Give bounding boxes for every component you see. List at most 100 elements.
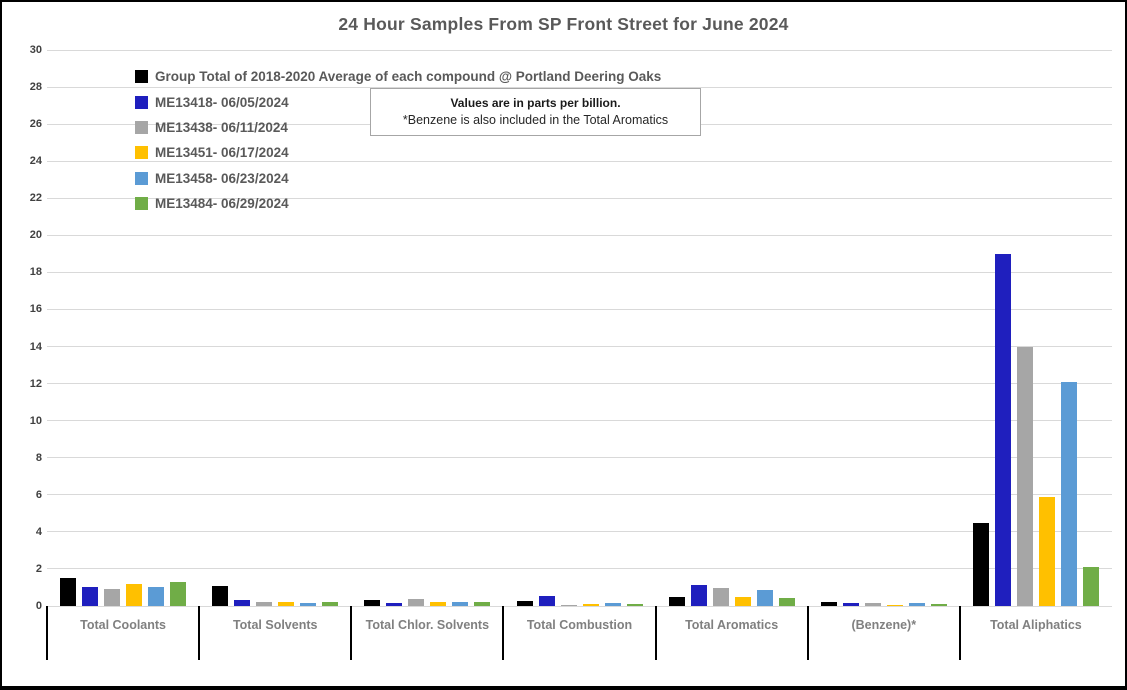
bar [734, 597, 751, 606]
bar [778, 598, 795, 606]
category-separator-tick [198, 606, 201, 660]
y-axis-tick-label: 20 [29, 229, 42, 242]
bar [668, 597, 685, 606]
gridline [47, 531, 1112, 533]
y-axis-tick-label: 30 [29, 44, 42, 56]
x-axis-category-label: Total Aromatics [685, 618, 779, 632]
legend-label: ME13438- 06/11/2024 [155, 119, 288, 135]
note-line2: *Benzene is also included in the Total A… [402, 113, 669, 127]
legend-swatch-icon [135, 70, 148, 84]
category-separator-tick [806, 606, 809, 660]
legend-swatch-icon [135, 171, 148, 185]
bar [994, 254, 1011, 606]
x-axis-category-label: Total Combustion [526, 618, 633, 632]
legend-item: Group Total of 2018-2020 Average of each… [135, 64, 661, 89]
gridline [47, 197, 1112, 199]
legend-label: ME13458- 06/23/2024 [155, 170, 289, 186]
bar [516, 601, 533, 606]
x-axis-category-label: Total Chlor. Solvents [365, 618, 490, 632]
bar [626, 604, 643, 606]
legend-item: ME13458- 06/23/2024 [135, 166, 661, 191]
x-axis-category-label: Total Aliphatics [990, 618, 1082, 632]
legend-label: Group Total of 2018-2020 Average of each… [155, 69, 662, 85]
bar [386, 603, 403, 606]
gridline [47, 160, 1112, 162]
bar [212, 586, 229, 606]
gridline [47, 457, 1112, 459]
y-axis-tick-label: 6 [35, 488, 42, 501]
bar [820, 602, 837, 606]
bar [408, 599, 425, 606]
legend-item: ME13451- 06/17/2024 [135, 140, 661, 165]
bar [322, 602, 339, 606]
bar [1060, 382, 1077, 606]
x-axis-category-label: Total Solvents [232, 618, 318, 632]
gridline [47, 605, 1112, 607]
bar [712, 588, 729, 606]
legend-label: ME13418- 06/05/2024 [155, 94, 289, 110]
gridline [47, 86, 1112, 88]
y-axis-tick-label: 0 [35, 600, 42, 612]
bar [690, 585, 707, 606]
gridline [47, 49, 1112, 51]
y-axis-tick-label: 22 [29, 192, 42, 205]
gridline [47, 234, 1112, 236]
bar [300, 603, 317, 606]
x-axis-category-label: Total Coolants [80, 618, 167, 632]
y-axis-tick-label: 26 [29, 118, 42, 131]
bar [148, 587, 165, 606]
y-axis-tick-label: 18 [29, 266, 42, 279]
bar [278, 602, 295, 606]
bar [756, 590, 773, 606]
y-axis-tick-label: 16 [29, 303, 42, 316]
gridline [47, 271, 1112, 273]
bar [104, 589, 121, 606]
bar [582, 604, 599, 606]
legend-item: ME13418- 06/05/2024 [135, 89, 661, 114]
legend-label: ME13484- 06/29/2024 [155, 196, 289, 212]
y-axis-tick-label: 4 [35, 525, 42, 538]
bar [842, 603, 859, 606]
gridline [47, 383, 1112, 385]
bar [908, 603, 925, 606]
x-axis-category-label: (Benzene)* [851, 618, 917, 632]
bar [1082, 567, 1099, 606]
bar [930, 604, 947, 606]
gridline [47, 346, 1112, 348]
gridline [47, 308, 1112, 310]
gridline [47, 420, 1112, 422]
bar [170, 582, 187, 606]
bar [604, 603, 621, 606]
bar [538, 596, 555, 606]
bar [1038, 497, 1055, 606]
category-separator-tick [958, 606, 961, 660]
bar [972, 523, 989, 606]
bar [864, 603, 881, 606]
bar [126, 584, 143, 606]
bar [560, 605, 577, 606]
category-separator-tick [502, 606, 505, 660]
gridline [47, 568, 1112, 570]
bar [82, 587, 99, 606]
legend-swatch-icon [135, 95, 148, 109]
bar [234, 600, 251, 606]
y-axis-tick-label: 8 [35, 451, 42, 464]
bar [430, 602, 447, 606]
y-axis-tick-label: 24 [29, 155, 42, 168]
y-axis-tick-label: 28 [29, 81, 42, 94]
category-separator-tick [654, 606, 657, 660]
y-axis-tick-label: 2 [35, 562, 42, 575]
legend-item: ME13438- 06/11/2024 [135, 115, 661, 140]
bar [1016, 347, 1033, 606]
gridline [47, 494, 1112, 496]
legend-item: ME13484- 06/29/2024 [135, 191, 661, 216]
category-separator-tick [350, 606, 353, 660]
bar [886, 605, 903, 606]
category-separator-tick [46, 606, 48, 660]
chart-title: 24 Hour Samples From SP Front Street for… [338, 14, 789, 34]
bar [256, 602, 273, 606]
y-axis-tick-label: 14 [29, 340, 42, 353]
bar [60, 578, 77, 606]
legend: Group Total of 2018-2020 Average of each… [135, 64, 661, 216]
